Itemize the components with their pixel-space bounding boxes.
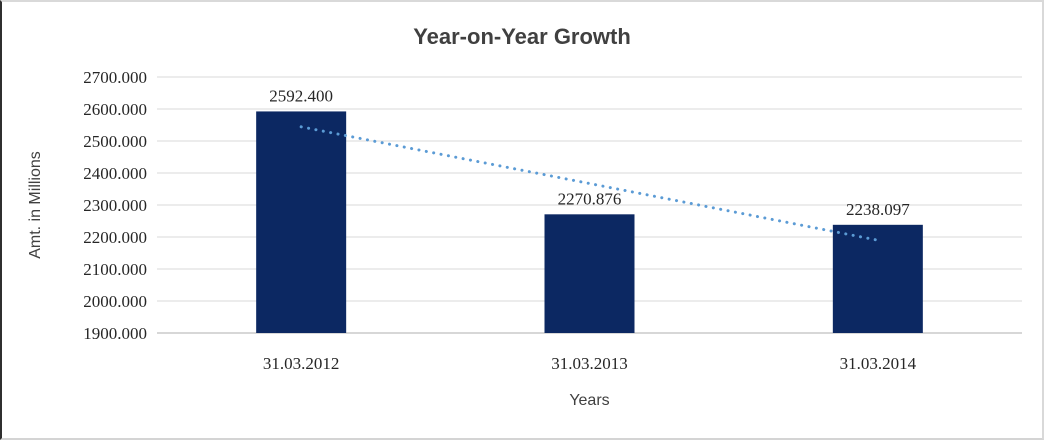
y-tick-label: 1900.000 <box>83 324 147 343</box>
bar-31.03.2012 <box>256 111 347 333</box>
x-axis-title: Years <box>569 392 610 409</box>
y-tick-label: 2300.000 <box>83 196 147 215</box>
y-tick-label: 2400.000 <box>83 164 147 183</box>
data-label-31.03.2014: 2238.097 <box>846 200 910 219</box>
y-tick-label: 2200.000 <box>83 228 147 247</box>
y-tick-label: 2600.000 <box>83 100 147 119</box>
bar-31.03.2013 <box>544 214 635 333</box>
data-label-31.03.2013: 2270.876 <box>558 189 622 208</box>
y-tick-label: 2000.000 <box>83 292 147 311</box>
trendline <box>299 125 880 242</box>
y-tick-label: 2700.000 <box>83 68 147 87</box>
bar-31.03.2014 <box>832 224 923 333</box>
y-tick-label: 2500.000 <box>83 132 147 151</box>
x-category-label: 31.03.2012 <box>263 354 340 373</box>
x-category-label: 31.03.2013 <box>551 354 628 373</box>
x-category-label: 31.03.2014 <box>840 354 917 373</box>
y-tick-label: 2100.000 <box>83 260 147 279</box>
chart-title: Year-on-Year Growth <box>413 24 631 49</box>
data-label-31.03.2012: 2592.400 <box>269 86 333 105</box>
